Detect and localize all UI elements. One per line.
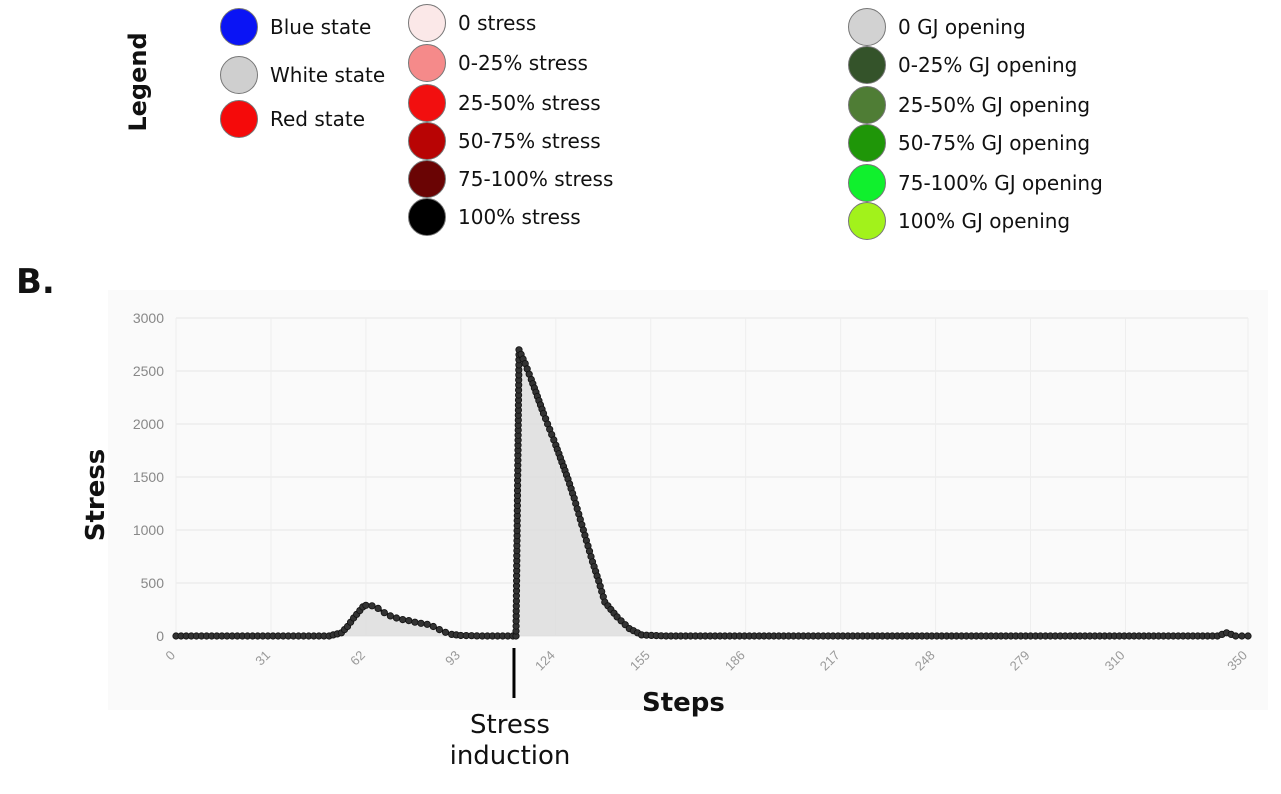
stress-induction-label: Stress induction xyxy=(440,710,580,772)
legend-swatch-icon xyxy=(220,100,258,138)
legend-swatch-icon xyxy=(220,8,258,46)
y-tick-label: 2000 xyxy=(133,416,164,432)
legend-item-stress-5: 100% stress xyxy=(408,198,581,236)
legend-label: 0 GJ opening xyxy=(898,15,1026,39)
series-point xyxy=(435,625,443,634)
legend-item-stress-1: 0-25% stress xyxy=(408,44,588,82)
series-point xyxy=(429,622,437,631)
legend-swatch-icon xyxy=(848,202,886,240)
x-tick-label: 350 xyxy=(1224,648,1250,674)
y-tick-label: 500 xyxy=(141,575,165,591)
legend-item-gj-4: 75-100% GJ opening xyxy=(848,164,1103,202)
legend-item-stress-0: 0 stress xyxy=(408,4,536,42)
y-axis-title-wrapper: Stress xyxy=(76,445,116,545)
legend-item-states-2: Red state xyxy=(220,100,365,138)
legend-label: 0-25% stress xyxy=(458,51,588,75)
legend-item-gj-2: 25-50% GJ opening xyxy=(848,86,1090,124)
series-point xyxy=(441,628,450,636)
series-point xyxy=(1238,632,1246,640)
legend-label: 50-75% GJ opening xyxy=(898,131,1091,155)
legend-label: 75-100% GJ opening xyxy=(898,171,1103,195)
legend-item-gj-1: 0-25% GJ opening xyxy=(848,46,1077,84)
legend-label: 75-100% stress xyxy=(458,167,614,191)
x-tick-label: 31 xyxy=(252,648,273,669)
legend-label: Blue state xyxy=(270,15,372,39)
legend-item-states-1: White state xyxy=(220,56,385,94)
series-point xyxy=(399,615,407,624)
series-point xyxy=(417,619,425,627)
y-tick-label: 2500 xyxy=(133,363,164,379)
series-point xyxy=(392,614,401,622)
legend-item-stress-3: 50-75% stress xyxy=(408,122,601,160)
stress-induction-line2: induction xyxy=(449,741,571,772)
x-tick-label: 248 xyxy=(912,648,938,674)
legend-swatch-icon xyxy=(408,84,446,122)
series-point xyxy=(380,609,388,617)
series-line-0 xyxy=(176,349,1248,638)
y-tick-label: 1500 xyxy=(133,469,164,485)
legend-swatch-icon xyxy=(408,4,446,42)
series-point xyxy=(386,612,394,620)
legend-swatch-icon xyxy=(848,164,886,202)
x-tick-label: 155 xyxy=(627,648,653,674)
legend-swatch-icon xyxy=(848,46,886,84)
x-tick-label: 279 xyxy=(1007,648,1033,674)
x-tick-label: 124 xyxy=(532,648,558,674)
y-tick-label: 3000 xyxy=(133,310,164,326)
series-area-0 xyxy=(176,349,1248,636)
legend-swatch-icon xyxy=(408,44,446,82)
legend-item-gj-5: 100% GJ opening xyxy=(848,202,1070,240)
x-tick-label: 186 xyxy=(722,648,748,674)
legend-item-stress-4: 75-100% stress xyxy=(408,160,613,198)
legend-swatch-icon xyxy=(848,86,886,124)
y-axis-title: Stress xyxy=(81,448,111,542)
series-point xyxy=(362,601,370,609)
legend-item-gj-3: 50-75% GJ opening xyxy=(848,124,1090,162)
legend-label: 25-50% stress xyxy=(458,91,601,115)
stress-induction-line1: Stress xyxy=(470,710,550,740)
legend-label: Red state xyxy=(270,107,366,131)
legend-swatch-icon xyxy=(408,122,446,160)
legend-label: 50-75% stress xyxy=(458,129,601,153)
legend-swatch-icon xyxy=(220,56,258,94)
series-point xyxy=(411,618,419,626)
series-point xyxy=(368,602,376,610)
legend-label: 0-25% GJ opening xyxy=(898,53,1078,77)
legend-item-stress-2: 25-50% stress xyxy=(408,84,601,122)
x-tick-label: 217 xyxy=(817,648,843,674)
legend-swatch-icon xyxy=(848,8,886,46)
x-tick-label: 0 xyxy=(162,648,178,664)
legend-item-states-0: Blue state xyxy=(220,8,371,46)
series-point xyxy=(405,616,413,625)
legend-item-gj-0: 0 GJ opening xyxy=(848,8,1026,46)
series-point xyxy=(1232,632,1240,640)
legend-swatch-icon xyxy=(848,124,886,162)
series-point xyxy=(423,620,431,628)
y-tick-label: 0 xyxy=(156,628,164,644)
panel-label: B. xyxy=(16,262,55,302)
chart-frame xyxy=(108,290,1268,710)
x-axis-title: Steps xyxy=(642,688,725,718)
x-tick-label: 310 xyxy=(1102,648,1128,674)
series-point xyxy=(374,604,382,613)
x-tick-label: 93 xyxy=(442,648,463,669)
legend-label: White state xyxy=(270,63,386,87)
legend-swatch-icon xyxy=(408,160,446,198)
series-point xyxy=(1244,632,1252,640)
legend-swatch-icon xyxy=(408,198,446,236)
legend-label: 25-50% GJ opening xyxy=(898,93,1091,117)
legend-label: 100% GJ opening xyxy=(898,209,1071,233)
y-tick-label: 1000 xyxy=(133,522,164,538)
x-tick-label: 62 xyxy=(347,648,368,669)
legend-label: 100% stress xyxy=(458,205,581,229)
legend-label: 0 stress xyxy=(458,11,537,35)
